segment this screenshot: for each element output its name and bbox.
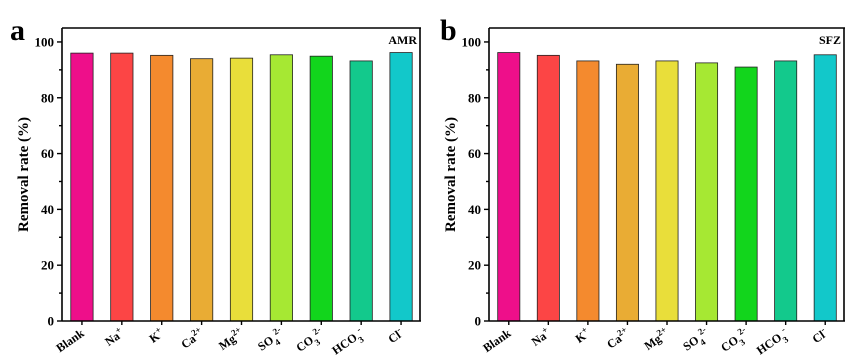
y-tick-label: 60 [468,146,481,161]
x-tick-label: SO42- [679,324,713,356]
bar-hco [349,60,373,322]
x-tick-label: HCO3- [328,324,368,360]
bar-ca [190,58,214,322]
panel-a: a AMR Removal rate (%) Blank Na+ K+ Ca2+ Mg2+ SO… [10,14,421,360]
bar-cl [813,54,837,322]
bar-ca [615,63,639,322]
y-tick-label: 40 [41,202,54,217]
bar-co [309,55,333,322]
bar-na [536,54,560,322]
y-tick-label: 100 [35,34,55,49]
x-tick-label: Ca2+ [177,324,206,351]
x-tick-label: Ca2+ [603,324,632,351]
y-tick-label: 20 [468,258,481,273]
y-tick-label: 40 [468,202,481,217]
y-tick-label: 60 [41,146,54,161]
bar-hco [774,60,798,322]
x-tick-label: Mg2+ [640,324,671,353]
bar-mg [229,57,254,322]
x-tick-label: Cl- [384,324,405,346]
x-tick-label: Na+ [528,324,553,348]
x-tick-label: Cl- [808,324,829,346]
x-tick-label: SO42- [254,324,288,356]
bar-blank [70,52,94,322]
y-tick-label: 0 [48,314,55,329]
bar-so [695,62,719,322]
y-tick-label: 0 [475,314,482,329]
panel-letter: a [10,14,25,47]
x-tick-label: Blank [480,326,513,355]
x-tick-label: Na+ [101,324,126,348]
bar-k [150,54,174,322]
panel-b: b SFZ Removal rate (%) Blank Na+ K+ Ca2+ Mg2+ SO… [440,14,845,360]
y-tick-label: 20 [41,258,54,273]
x-tick-label: K+ [145,324,166,345]
y-tick-label: 80 [468,90,481,105]
dataset-label: SFZ [819,33,841,47]
bar-na [110,52,134,322]
panel-letter: b [440,14,457,47]
x-tick-label: Mg2+ [215,324,246,353]
x-tick-label: Blank [53,326,86,355]
bar-so [269,54,293,322]
bar-blank [497,52,521,322]
y-axis-label: Removal rate (%) [16,117,32,232]
bar-mg [655,60,679,322]
bar-cl [389,52,413,322]
dataset-label: AMR [388,33,417,47]
y-tick-label: 100 [462,34,482,49]
x-tick-label: K+ [572,324,593,345]
x-tick-label: CO32- [292,324,328,358]
x-tick-label: CO32- [717,324,753,358]
bar-co [734,66,758,322]
y-axis-label: Removal rate (%) [443,117,459,232]
bar-k [576,60,600,322]
x-tick-label: HCO3- [753,324,793,360]
y-tick-label: 80 [41,90,54,105]
